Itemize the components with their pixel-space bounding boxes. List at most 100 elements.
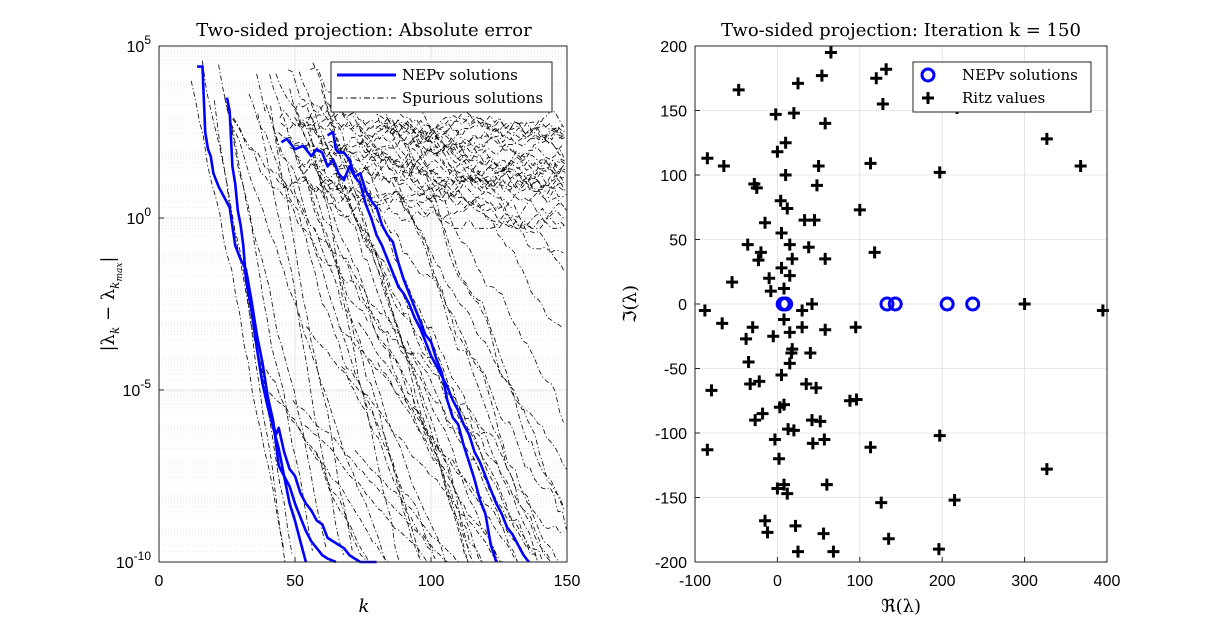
ritz-value-marker — [741, 238, 754, 251]
right-y-label: ℑ(λ) — [620, 285, 641, 323]
left-y-tick-label: 10-10 — [116, 549, 151, 572]
ritz-value-marker — [792, 77, 804, 90]
spurious-series-line — [218, 64, 313, 551]
spurious-series-line — [257, 113, 344, 555]
spurious-series-line — [399, 174, 567, 203]
left-legend: NEPv solutions Spurious solutions — [330, 61, 553, 113]
spurious-series-line — [318, 113, 564, 157]
ritz-value-marker — [777, 313, 790, 326]
ritz-value-marker — [716, 317, 729, 330]
spurious-series-line — [256, 73, 421, 560]
left-y-ticks: 105 100 10-5 10-10 — [116, 33, 164, 572]
ritz-value-marker — [773, 452, 786, 465]
spurious-series-line — [358, 127, 564, 183]
legend-nepv-points-label: NEPv solutions — [962, 66, 1078, 84]
ritz-value-marker — [806, 437, 819, 450]
ritz-value-marker — [786, 343, 799, 356]
right-x-label: ℜ(λ) — [881, 596, 921, 617]
ritz-value-marker — [771, 482, 784, 495]
right-y-ticks: -200 -150 -100 -50 0 50 100 150 200 — [655, 39, 700, 572]
spurious-series-line — [303, 156, 566, 192]
ritz-value-marker — [850, 393, 863, 406]
ritz-value-marker — [804, 347, 817, 360]
spurious-series-line — [354, 450, 466, 563]
ritz-value-marker — [808, 214, 821, 227]
ritz-value-marker — [820, 478, 833, 491]
left-y-tick-label: 10-5 — [123, 377, 152, 400]
nepv-solution-marker — [887, 296, 903, 312]
ritz-value-marker — [819, 252, 832, 265]
left-x-tick-label: 150 — [554, 573, 581, 590]
right-y-tick-label: 200 — [660, 39, 687, 56]
ritz-value-marker — [800, 377, 813, 390]
left-x-label: k — [359, 596, 370, 617]
ritz-value-marker — [868, 246, 881, 259]
left-y-label: |λk − λkmax| — [98, 256, 125, 351]
ritz-value-marker — [796, 321, 809, 334]
left-x-tick-label: 0 — [155, 573, 164, 590]
left-plot-area — [159, 46, 567, 562]
ritz-value-marker — [775, 227, 788, 240]
nepv-solution-marker — [965, 296, 981, 312]
ritz-value-marker — [864, 157, 877, 170]
right-plot: -100 0 100 200 300 400 -200 -150 -100 -50 0 50 100 1… — [620, 20, 1120, 617]
nepv-series-line — [271, 424, 377, 564]
ritz-value-marker — [815, 69, 828, 82]
spurious-series-line — [364, 135, 561, 563]
right-legend-box — [912, 61, 1092, 113]
spurious-series-line — [288, 69, 534, 553]
legend-spurious-label: Spurious solutions — [402, 89, 543, 107]
ritz-value-marker — [787, 107, 800, 120]
spurious-series-line — [329, 105, 538, 563]
spurious-series-line — [425, 110, 565, 141]
spurious-series-line — [347, 76, 565, 508]
right-y-tick-label: -200 — [655, 555, 687, 572]
spurious-series-line — [341, 366, 436, 560]
ritz-value-marker — [783, 326, 796, 339]
spurious-series-line — [409, 139, 566, 173]
spurious-series-line — [294, 101, 565, 158]
spurious-series-line — [279, 109, 566, 152]
ritz-value-marker — [932, 543, 945, 556]
ritz-value-marker — [787, 424, 800, 437]
spurious-series-line — [223, 94, 327, 550]
ritz-value-marker — [775, 261, 788, 274]
ritz-value-marker — [786, 252, 799, 265]
ritz-value-marker — [875, 496, 888, 509]
spurious-series-line — [356, 141, 566, 212]
ritz-value-marker — [853, 203, 866, 216]
spurious-series-line — [329, 128, 567, 530]
ritz-value-marker — [764, 285, 777, 298]
ritz-value-marker — [775, 368, 788, 381]
spurious-series-line — [419, 190, 568, 218]
spurious-series-line — [304, 425, 432, 563]
ritz-value-marker — [792, 545, 804, 558]
right-y-tick-label: 0 — [678, 297, 687, 314]
ritz-value-marker — [827, 545, 840, 558]
ritz-value-marker — [774, 194, 787, 207]
left-nepv-lines — [197, 65, 530, 564]
ritz-value-marker — [802, 241, 815, 254]
left-legend-box — [330, 61, 553, 113]
spurious-series-line — [295, 154, 565, 194]
ritz-value-marker — [754, 246, 767, 259]
ritz-value-marker — [767, 330, 780, 343]
ritz-value-marker — [876, 98, 889, 111]
ritz-value-marker — [749, 414, 762, 427]
spurious-series-line — [315, 167, 566, 218]
ritz-value-marker — [783, 357, 796, 370]
spurious-series-line — [338, 325, 531, 563]
ritz-value-marker — [783, 238, 796, 251]
ritz-value-marker — [698, 304, 711, 317]
ritz-value-marker — [740, 332, 753, 345]
ritz-value-marker — [744, 377, 757, 390]
ritz-value-marker — [783, 269, 796, 282]
spurious-series-line — [190, 80, 286, 563]
legend-ritz-label: Ritz values — [962, 89, 1045, 107]
ritz-value-marker — [933, 166, 946, 179]
right-ritz-points — [698, 46, 1109, 558]
right-x-tick-label: 100 — [846, 573, 873, 590]
ritz-value-marker — [759, 514, 772, 527]
right-y-tick-label: 150 — [660, 104, 687, 121]
spurious-series-line — [408, 109, 564, 155]
